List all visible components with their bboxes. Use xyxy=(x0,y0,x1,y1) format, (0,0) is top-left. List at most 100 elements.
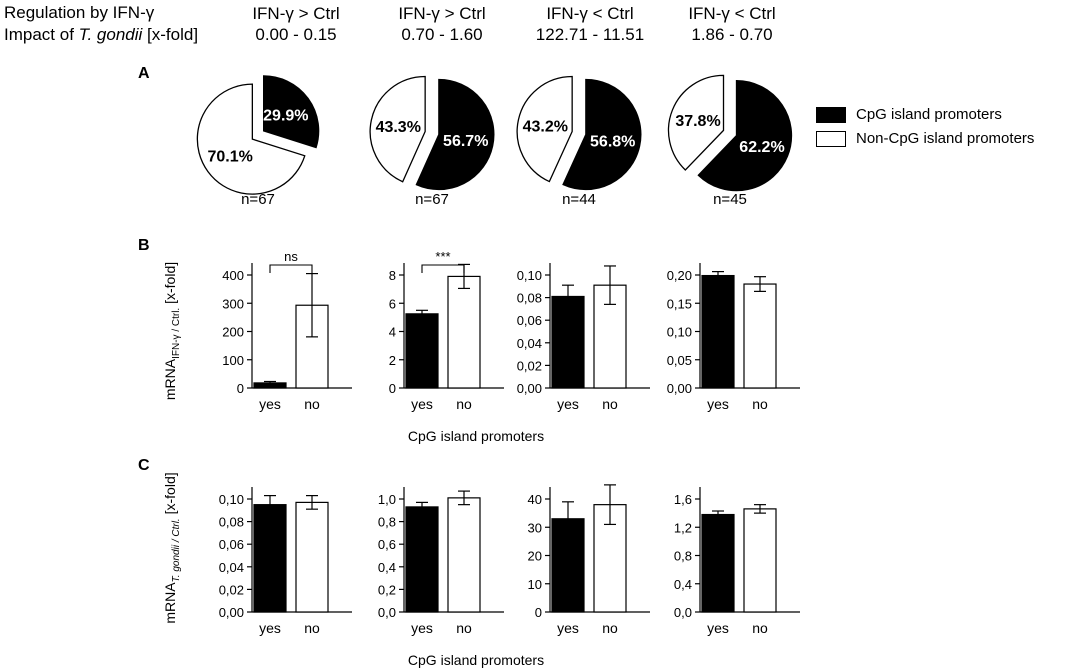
y-tick-label: 0,08 xyxy=(219,515,244,530)
column-regulation: IFN-γ < Ctrl xyxy=(688,4,776,23)
legend-item-cpg: CpG island promoters xyxy=(816,103,1034,127)
bar-cpg-no xyxy=(447,275,481,389)
x-category-label: yes xyxy=(707,396,729,412)
y-tick-label: 20 xyxy=(528,549,542,564)
pie-slice-non-cpg xyxy=(369,75,426,183)
significance-label: ns xyxy=(284,249,298,264)
y-tick-label: 10 xyxy=(528,577,542,592)
bar-chart: 0 10 20 30 40 yes no xyxy=(528,484,650,636)
bar-chart: 0 100 200 300 400 yes no ns xyxy=(222,249,352,412)
impact-species: T. gondii xyxy=(78,25,143,44)
column-header-4: IFN-γ < Ctrl 1.86 - 0.70 xyxy=(652,3,812,45)
y-tick-label: 0,0 xyxy=(378,605,396,620)
y-tick-label: 0,0 xyxy=(674,605,692,620)
legend: CpG island promoters Non-CpG island prom… xyxy=(816,103,1034,151)
y-tick-label: 0,2 xyxy=(378,582,396,597)
bar-chart: 0,00 0,02 0,04 0,06 0,08 0,10 yes no xyxy=(517,263,650,412)
x-category-label: no xyxy=(602,396,618,412)
y-tick-label: 0 xyxy=(535,605,542,620)
legend-item-non-cpg: Non-CpG island promoters xyxy=(816,127,1034,151)
row-label-impact: Impact of T. gondii [x-fold] xyxy=(4,25,198,45)
y-tick-label: 0,00 xyxy=(219,605,244,620)
pie-label-cpg: 56.7% xyxy=(443,133,488,150)
y-tick-label: 4 xyxy=(389,325,396,340)
x-category-label: yes xyxy=(259,620,281,636)
y-tick-label: 0,08 xyxy=(517,291,542,306)
bar-cpg-no xyxy=(743,283,777,389)
y-tick-label: 0,05 xyxy=(667,353,692,368)
pie-label-non-cpg: 43.3% xyxy=(376,119,421,136)
significance-bracket xyxy=(421,264,465,273)
y-title-sub: IFN-γ / Ctrl. xyxy=(171,308,182,359)
impact-prefix: Impact of xyxy=(4,25,79,44)
pie-label-cpg: 56.8% xyxy=(590,133,635,150)
y-title-main: mRNA xyxy=(162,582,178,624)
pie-slice-cpg xyxy=(697,79,793,192)
bar-chart: 0,00 0,05 0,10 0,15 0,20 yes no xyxy=(667,263,800,412)
pie-label-cpg: 29.9% xyxy=(263,108,308,125)
x-category-label: yes xyxy=(259,396,281,412)
bar-cpg-no xyxy=(743,508,777,613)
x-category-label: no xyxy=(602,620,618,636)
x-category-label: yes xyxy=(557,396,579,412)
column-regulation: IFN-γ > Ctrl xyxy=(252,4,340,23)
y-tick-label: 0,10 xyxy=(667,325,692,340)
y-tick-label: 30 xyxy=(528,520,542,535)
y-tick-label: 0,00 xyxy=(517,381,542,396)
y-tick-label: 0 xyxy=(389,381,396,396)
y-axis-title-b: mRNAIFN-γ / Ctrl. [x-fold] xyxy=(162,262,182,400)
legend-swatch-non-cpg xyxy=(816,131,846,147)
x-category-label: yes xyxy=(411,620,433,636)
impact-suffix: [x-fold] xyxy=(142,25,199,44)
column-header-2: IFN-γ > Ctrl 0.70 - 1.60 xyxy=(362,3,522,45)
column-impact: 1.86 - 0.70 xyxy=(691,25,773,44)
y-tick-label: 100 xyxy=(222,353,244,368)
pie-n-label: n=67 xyxy=(241,191,275,208)
legend-label-non-cpg: Non-CpG island promoters xyxy=(856,130,1035,147)
y-tick-label: 0,00 xyxy=(667,381,692,396)
y-tick-label: 2 xyxy=(389,353,396,368)
significance-label: *** xyxy=(435,249,450,264)
column-impact: 122.71 - 11.51 xyxy=(535,25,645,44)
column-impact: 0.00 - 0.15 xyxy=(255,25,337,44)
pie-n-label: n=67 xyxy=(415,191,449,208)
pie-slice-cpg xyxy=(415,78,495,191)
bar-cpg-yes xyxy=(551,295,585,389)
column-impact: 0.70 - 1.60 xyxy=(401,25,483,44)
y-title-sub: T. gondii / Ctrl. xyxy=(171,518,182,582)
y-tick-label: 1,2 xyxy=(674,520,692,535)
x-category-label: yes xyxy=(707,620,729,636)
y-tick-label: 0,6 xyxy=(378,537,396,552)
x-caption-b: CpG island promoters xyxy=(407,428,545,444)
pie-slice-cpg xyxy=(562,78,642,191)
y-tick-label: 300 xyxy=(222,296,244,311)
bar-chart: 0,0 0,4 0,8 1,2 1,6 yes no xyxy=(674,487,800,636)
pie-label-non-cpg: 70.1% xyxy=(207,148,252,165)
significance-bracket xyxy=(269,264,313,273)
pie-slice-cpg xyxy=(263,75,320,149)
y-tick-label: 0,20 xyxy=(667,268,692,283)
panel-letter-c: C xyxy=(138,457,150,474)
y-tick-label: 0,4 xyxy=(674,577,692,592)
y-tick-label: 400 xyxy=(222,268,244,283)
y-tick-label: 0,02 xyxy=(219,582,244,597)
x-category-label: no xyxy=(304,396,320,412)
y-tick-label: 40 xyxy=(528,492,542,507)
bar-chart: 0,00 0,02 0,04 0,06 0,08 0,10 yes no xyxy=(219,487,352,636)
y-tick-label: 1,0 xyxy=(378,492,396,507)
y-tick-label: 0,10 xyxy=(219,492,244,507)
legend-label-cpg: CpG island promoters xyxy=(856,106,1002,123)
pie-slice-non-cpg xyxy=(667,74,725,171)
column-header-3: IFN-γ < Ctrl 122.71 - 11.51 xyxy=(510,3,670,45)
panel-letter-b: B xyxy=(138,237,150,254)
panel-letter-a: A xyxy=(138,65,150,82)
y-tick-label: 0,8 xyxy=(378,515,396,530)
y-tick-label: 0,04 xyxy=(517,336,542,351)
x-category-label: no xyxy=(456,396,472,412)
legend-swatch-cpg xyxy=(816,107,846,123)
y-tick-label: 0,06 xyxy=(517,313,542,328)
pie-slice-non-cpg xyxy=(196,83,306,195)
y-tick-label: 0,04 xyxy=(219,560,244,575)
y-title-main: mRNA xyxy=(162,358,178,400)
